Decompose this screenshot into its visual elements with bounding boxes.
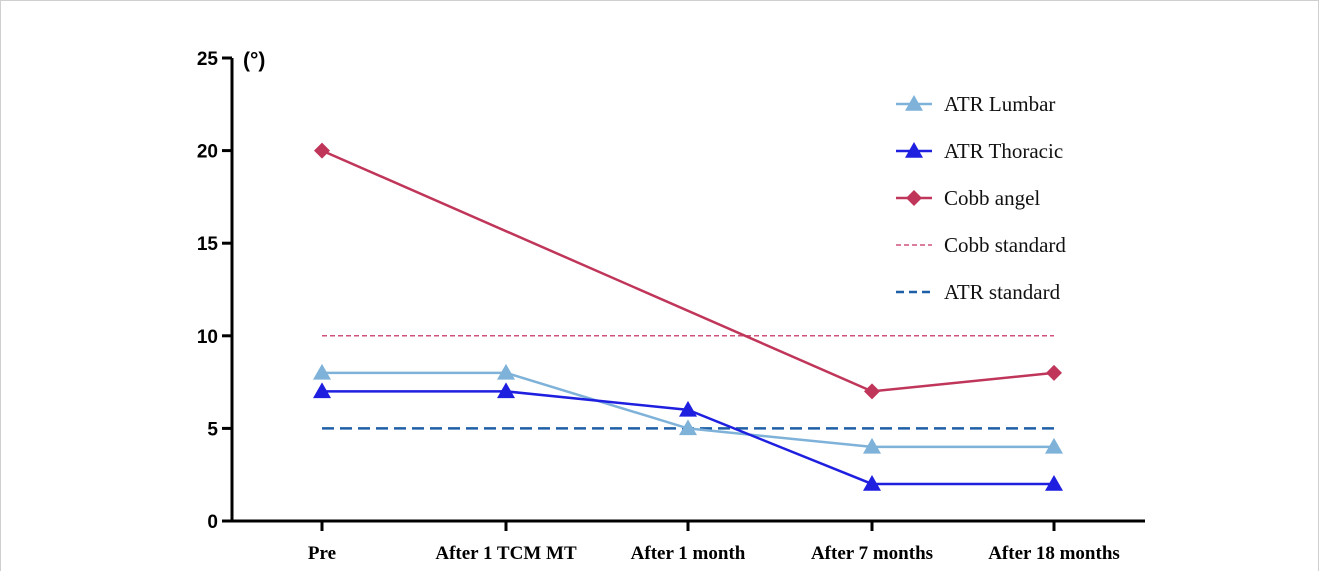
legend-swatch-marker: [906, 190, 922, 206]
legend-swatch-marker: [905, 95, 923, 111]
x-category-label: After 7 months: [811, 543, 933, 564]
data-point: [314, 142, 330, 159]
y-tick-label: 15: [197, 234, 219, 255]
legend-label: ATR Thoracic: [944, 139, 1063, 163]
data-point: [863, 474, 881, 491]
data-point: [1045, 437, 1063, 454]
data-point: [497, 363, 515, 380]
data-point: [1045, 474, 1063, 491]
x-category-label: Pre: [308, 543, 336, 564]
y-tick-label: 10: [197, 327, 218, 348]
axes: 0 5 10 15 20 25 Pre After 1 TCM MT After 1 month…: [197, 49, 1145, 564]
y-tick-label: 5: [207, 419, 218, 440]
legend-label: ATR standard: [944, 280, 1061, 304]
legend-label: Cobb standard: [944, 233, 1066, 257]
x-category-label: After 1 month: [631, 543, 746, 564]
legend-swatch-marker: [905, 142, 923, 158]
y-tick-label: 25: [197, 49, 219, 70]
y-tick-label: 0: [207, 512, 218, 533]
data-point: [864, 383, 880, 400]
data-point: [313, 382, 331, 399]
legend-label: ATR Lumbar: [944, 92, 1055, 116]
series-markers: [313, 142, 1063, 491]
legend-label: Cobb angel: [944, 186, 1040, 210]
y-tick-label: 20: [197, 142, 218, 163]
data-point: [679, 400, 697, 417]
legend: ATR Lumbar ATR Thoracic Cobb angel Cobb sta…: [896, 92, 1066, 304]
data-point: [679, 419, 697, 436]
data-point: [313, 363, 331, 380]
data-point: [497, 382, 515, 399]
data-point: [1046, 364, 1062, 381]
y-axis-unit-label: (°): [243, 49, 265, 72]
x-category-label: After 18 months: [988, 543, 1120, 564]
x-category-label: After 1 TCM MT: [435, 543, 577, 564]
data-point: [863, 437, 881, 454]
